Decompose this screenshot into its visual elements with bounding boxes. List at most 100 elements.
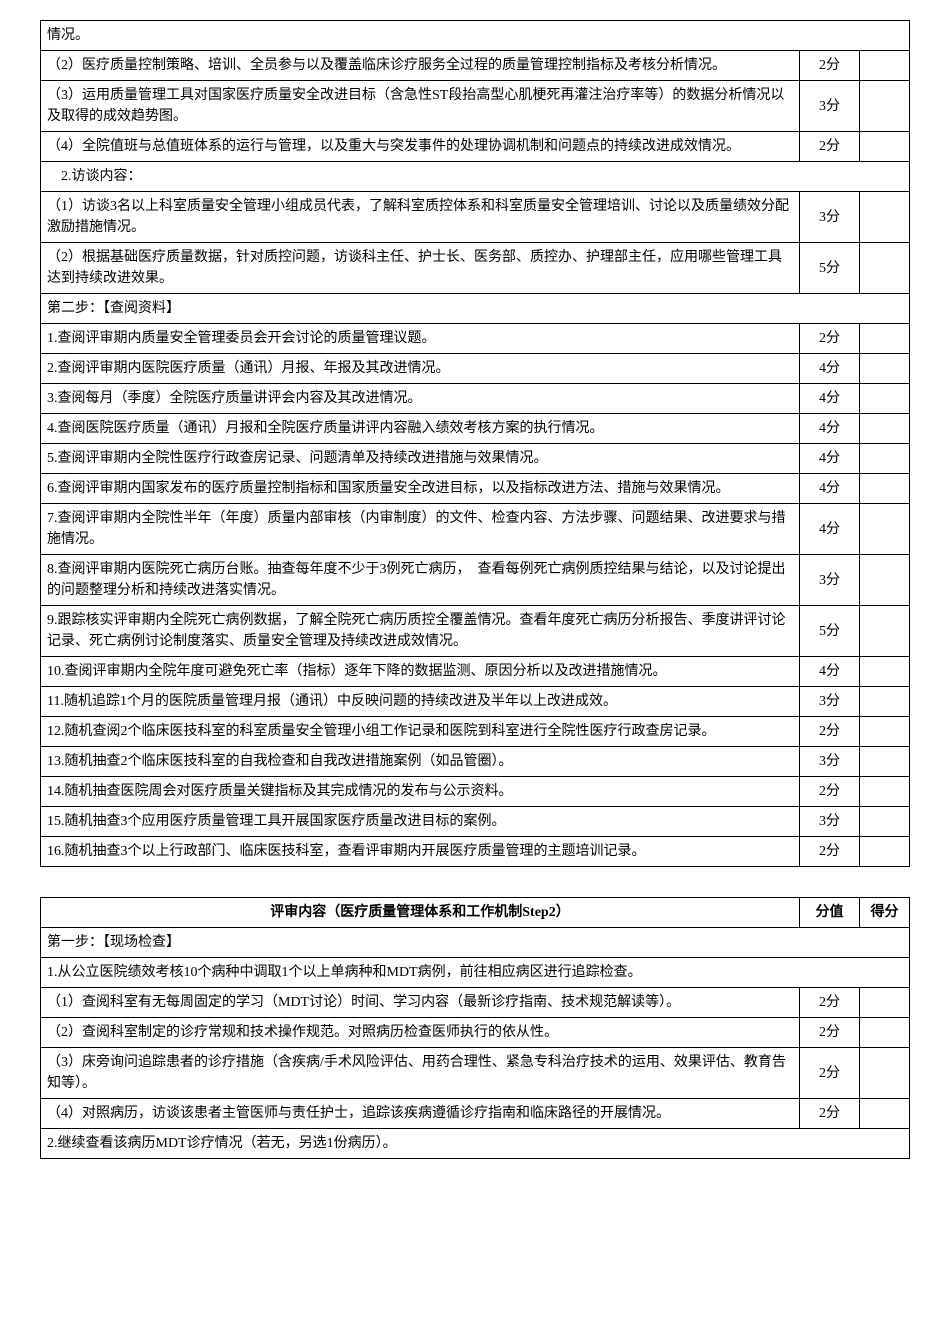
table-row: 1.从公立医院绩效考核10个病种中调取1个以上单病种和MDT病例，前往相应病区进… xyxy=(41,958,910,988)
score-cell: 4分 xyxy=(800,384,860,414)
content-cell: 1.查阅评审期内质量安全管理委员会开会讨论的质量管理议题。 xyxy=(41,324,800,354)
score-cell: 2分 xyxy=(800,132,860,162)
content-cell: 16.随机抽查3个以上行政部门、临床医技科室，查看评审期内开展医疗质量管理的主题… xyxy=(41,837,800,867)
table-row: 10.查阅评审期内全院年度可避免死亡率（指标）逐年下降的数据监测、原因分析以及改… xyxy=(41,657,910,687)
content-cell: （1）查阅科室有无每周固定的学习（MDT讨论）时间、学习内容（最新诊疗指南、技术… xyxy=(41,988,800,1018)
evaluation-table-1: 情况。（2）医疗质量控制策略、培训、全员参与以及覆盖临床诊疗服务全过程的质量管理… xyxy=(40,20,910,867)
content-cell: 15.随机抽查3个应用医疗质量管理工具开展国家医疗质量改进目标的案例。 xyxy=(41,807,800,837)
content-cell: 6.查阅评审期内国家发布的医疗质量控制指标和国家质量安全改进目标，以及指标改进方… xyxy=(41,474,800,504)
score-cell: 4分 xyxy=(800,414,860,444)
mark-cell xyxy=(860,837,910,867)
score-cell: 2分 xyxy=(800,988,860,1018)
score-cell: 3分 xyxy=(800,81,860,132)
table-row: 第二步：【查阅资料】 xyxy=(41,294,910,324)
score-cell: 2分 xyxy=(800,717,860,747)
mark-cell xyxy=(860,807,910,837)
mark-cell xyxy=(860,51,910,81)
evaluation-table-2: 评审内容（医疗质量管理体系和工作机制Step2）分值得分第一步：【现场检查】1.… xyxy=(40,897,910,1159)
mark-cell xyxy=(860,1018,910,1048)
table-row: 9.跟踪核实评审期内全院死亡病例数据，了解全院死亡病历质控全覆盖情况。查看年度死… xyxy=(41,606,910,657)
score-cell: 3分 xyxy=(800,747,860,777)
table-row: （3）床旁询问追踪患者的诊疗措施（含疾病/手术风险评估、用药合理性、紧急专科治疗… xyxy=(41,1048,910,1099)
content-cell: 情况。 xyxy=(41,21,910,51)
score-cell: 2分 xyxy=(800,1099,860,1129)
score-cell: 3分 xyxy=(800,807,860,837)
mark-cell xyxy=(860,717,910,747)
score-cell: 4分 xyxy=(800,657,860,687)
score-cell: 4分 xyxy=(800,354,860,384)
score-cell: 4分 xyxy=(800,504,860,555)
score-cell: 2分 xyxy=(800,324,860,354)
content-cell: 10.查阅评审期内全院年度可避免死亡率（指标）逐年下降的数据监测、原因分析以及改… xyxy=(41,657,800,687)
score-cell: 2分 xyxy=(800,1018,860,1048)
table-header-row: 评审内容（医疗质量管理体系和工作机制Step2）分值得分 xyxy=(41,898,910,928)
mark-cell xyxy=(860,777,910,807)
table-row: （2）查阅科室制定的诊疗常规和技术操作规范。对照病历检查医师执行的依从性。2分 xyxy=(41,1018,910,1048)
content-cell: 1.从公立医院绩效考核10个病种中调取1个以上单病种和MDT病例，前往相应病区进… xyxy=(41,958,910,988)
mark-header: 得分 xyxy=(860,898,910,928)
score-cell: 3分 xyxy=(800,555,860,606)
mark-cell xyxy=(860,243,910,294)
table-row: 2.访谈内容： xyxy=(41,162,910,192)
table-row: 5.查阅评审期内全院性医疗行政查房记录、问题清单及持续改进措施与效果情况。4分 xyxy=(41,444,910,474)
content-cell: 第一步：【现场检查】 xyxy=(41,928,910,958)
table-row: 15.随机抽查3个应用医疗质量管理工具开展国家医疗质量改进目标的案例。3分 xyxy=(41,807,910,837)
content-cell: （2）查阅科室制定的诊疗常规和技术操作规范。对照病历检查医师执行的依从性。 xyxy=(41,1018,800,1048)
table-row: （4）全院值班与总值班体系的运行与管理，以及重大与突发事件的处理协调机制和问题点… xyxy=(41,132,910,162)
score-cell: 3分 xyxy=(800,687,860,717)
score-cell: 2分 xyxy=(800,777,860,807)
table-row: 情况。 xyxy=(41,21,910,51)
mark-cell xyxy=(860,988,910,1018)
content-cell: 2.继续查看该病历MDT诊疗情况（若无，另选1份病历）。 xyxy=(41,1129,910,1159)
content-cell: （2）医疗质量控制策略、培训、全员参与以及覆盖临床诊疗服务全过程的质量管理控制指… xyxy=(41,51,800,81)
content-cell: （3）运用质量管理工具对国家医疗质量安全改进目标（含急性ST段抬高型心肌梗死再灌… xyxy=(41,81,800,132)
mark-cell xyxy=(860,504,910,555)
table-row: （4）对照病历，访谈该患者主管医师与责任护士，追踪该疾病遵循诊疗指南和临床路径的… xyxy=(41,1099,910,1129)
table-row: （1）访谈3名以上科室质量安全管理小组成员代表，了解科室质控体系和科室质量安全管… xyxy=(41,192,910,243)
score-cell: 2分 xyxy=(800,837,860,867)
mark-cell xyxy=(860,384,910,414)
mark-cell xyxy=(860,474,910,504)
score-cell: 4分 xyxy=(800,474,860,504)
title-cell: 评审内容（医疗质量管理体系和工作机制Step2） xyxy=(41,898,800,928)
content-cell: 3.查阅每月（季度）全院医疗质量讲评会内容及其改进情况。 xyxy=(41,384,800,414)
mark-cell xyxy=(860,354,910,384)
table-row: （3）运用质量管理工具对国家医疗质量安全改进目标（含急性ST段抬高型心肌梗死再灌… xyxy=(41,81,910,132)
table-row: 16.随机抽查3个以上行政部门、临床医技科室，查看评审期内开展医疗质量管理的主题… xyxy=(41,837,910,867)
content-cell: 第二步：【查阅资料】 xyxy=(41,294,910,324)
content-cell: 5.查阅评审期内全院性医疗行政查房记录、问题清单及持续改进措施与效果情况。 xyxy=(41,444,800,474)
table-row: 4.查阅医院医疗质量（通讯）月报和全院医疗质量讲评内容融入绩效考核方案的执行情况… xyxy=(41,414,910,444)
content-cell: （4）对照病历，访谈该患者主管医师与责任护士，追踪该疾病遵循诊疗指南和临床路径的… xyxy=(41,1099,800,1129)
table-row: 2.继续查看该病历MDT诊疗情况（若无，另选1份病历）。 xyxy=(41,1129,910,1159)
table-row: 13.随机抽查2个临床医技科室的自我检查和自我改进措施案例（如品管圈）。3分 xyxy=(41,747,910,777)
content-cell: （2）根据基础医疗质量数据，针对质控问题，访谈科主任、护士长、医务部、质控办、护… xyxy=(41,243,800,294)
score-cell: 3分 xyxy=(800,192,860,243)
table-row: 第一步：【现场检查】 xyxy=(41,928,910,958)
mark-cell xyxy=(860,555,910,606)
mark-cell xyxy=(860,132,910,162)
table-row: 11.随机追踪1个月的医院质量管理月报（通讯）中反映问题的持续改进及半年以上改进… xyxy=(41,687,910,717)
table-row: 6.查阅评审期内国家发布的医疗质量控制指标和国家质量安全改进目标，以及指标改进方… xyxy=(41,474,910,504)
score-cell: 2分 xyxy=(800,1048,860,1099)
content-cell: 2.查阅评审期内医院医疗质量（通讯）月报、年报及其改进情况。 xyxy=(41,354,800,384)
mark-cell xyxy=(860,747,910,777)
content-cell: （4）全院值班与总值班体系的运行与管理，以及重大与突发事件的处理协调机制和问题点… xyxy=(41,132,800,162)
mark-cell xyxy=(860,1048,910,1099)
table-row: 2.查阅评审期内医院医疗质量（通讯）月报、年报及其改进情况。4分 xyxy=(41,354,910,384)
content-cell: （3）床旁询问追踪患者的诊疗措施（含疾病/手术风险评估、用药合理性、紧急专科治疗… xyxy=(41,1048,800,1099)
content-cell: 4.查阅医院医疗质量（通讯）月报和全院医疗质量讲评内容融入绩效考核方案的执行情况… xyxy=(41,414,800,444)
mark-cell xyxy=(860,1099,910,1129)
score-cell: 2分 xyxy=(800,51,860,81)
mark-cell xyxy=(860,192,910,243)
table-row: （2）医疗质量控制策略、培训、全员参与以及覆盖临床诊疗服务全过程的质量管理控制指… xyxy=(41,51,910,81)
content-cell: 12.随机查阅2个临床医技科室的科室质量安全管理小组工作记录和医院到科室进行全院… xyxy=(41,717,800,747)
mark-cell xyxy=(860,81,910,132)
mark-cell xyxy=(860,444,910,474)
content-cell: 14.随机抽查医院周会对医疗质量关键指标及其完成情况的发布与公示资料。 xyxy=(41,777,800,807)
score-cell: 5分 xyxy=(800,606,860,657)
content-cell: 11.随机追踪1个月的医院质量管理月报（通讯）中反映问题的持续改进及半年以上改进… xyxy=(41,687,800,717)
mark-cell xyxy=(860,606,910,657)
content-cell: （1）访谈3名以上科室质量安全管理小组成员代表，了解科室质控体系和科室质量安全管… xyxy=(41,192,800,243)
table-row: 14.随机抽查医院周会对医疗质量关键指标及其完成情况的发布与公示资料。2分 xyxy=(41,777,910,807)
content-cell: 9.跟踪核实评审期内全院死亡病例数据，了解全院死亡病历质控全覆盖情况。查看年度死… xyxy=(41,606,800,657)
